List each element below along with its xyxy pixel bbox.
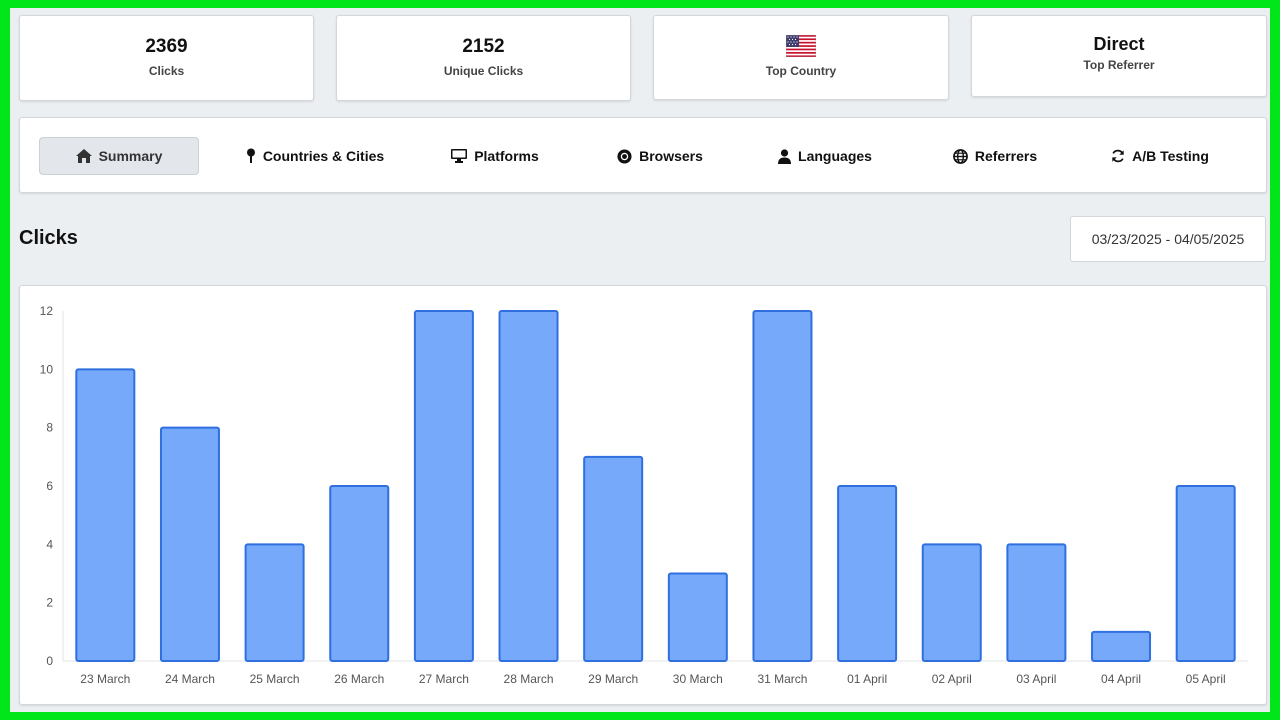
y-tick-label: 4 bbox=[46, 537, 53, 551]
x-tick-label: 25 March bbox=[250, 672, 300, 686]
tab-languages-label: Languages bbox=[798, 148, 872, 164]
stat-card-top-referrer: Direct Top Referrer bbox=[971, 15, 1267, 97]
map-pin-icon bbox=[246, 148, 255, 163]
tab-countries-cities-label: Countries & Cities bbox=[262, 148, 385, 164]
x-tick-label: 26 March bbox=[334, 672, 384, 686]
x-tick-label: 05 April bbox=[1186, 672, 1226, 686]
tab-bar: Summary Countries & Cities Platforms Bro… bbox=[19, 117, 1267, 193]
monitor-icon bbox=[451, 149, 468, 163]
bar bbox=[583, 455, 644, 662]
tab-browsers-label: Browsers bbox=[639, 148, 703, 164]
x-tick-label: 31 March bbox=[757, 672, 807, 686]
bar bbox=[244, 543, 305, 663]
y-tick-label: 8 bbox=[46, 421, 53, 435]
clicks-bar-chart: 0 2 4 6 8 10 12 23 March 24 March 25 March 26 Marc… bbox=[40, 304, 1248, 686]
stat-card-unique-clicks: 2152 Unique Clicks bbox=[336, 15, 631, 101]
tab-browsers[interactable]: Browsers bbox=[580, 137, 740, 175]
tab-platforms-label: Platforms bbox=[474, 148, 539, 164]
unique-clicks-label: Unique Clicks bbox=[443, 64, 524, 78]
globe-icon bbox=[952, 148, 968, 164]
bar bbox=[921, 543, 982, 663]
x-tick-label: 03 April bbox=[1016, 672, 1056, 686]
x-tick-label: 27 March bbox=[419, 672, 469, 686]
tab-summary[interactable]: Summary bbox=[39, 137, 199, 175]
x-tick-label: 30 March bbox=[673, 672, 723, 686]
y-tick-label: 12 bbox=[40, 304, 54, 318]
x-tick-label: 01 April bbox=[847, 672, 887, 686]
date-range-picker[interactable]: 03/23/2025 - 04/05/2025 bbox=[1070, 216, 1266, 262]
chrome-icon bbox=[617, 148, 632, 164]
bar bbox=[837, 485, 898, 662]
top-referrer-label: Top Referrer bbox=[1083, 58, 1155, 72]
x-tick-label: 29 March bbox=[588, 672, 638, 686]
bar bbox=[1006, 543, 1067, 663]
y-tick-label: 6 bbox=[46, 479, 53, 493]
x-tick-label: 24 March bbox=[165, 672, 215, 686]
y-tick-label: 0 bbox=[46, 654, 53, 668]
unique-clicks-value: 2152 bbox=[462, 36, 505, 57]
stat-card-clicks: 2369 Clicks bbox=[19, 15, 314, 101]
bar bbox=[159, 426, 220, 662]
clicks-label: Clicks bbox=[148, 64, 185, 78]
bar bbox=[1175, 485, 1236, 662]
top-country-label: Top Country bbox=[765, 64, 837, 78]
top-referrer-value: Direct bbox=[1093, 34, 1145, 54]
tab-referrers-label: Referrers bbox=[974, 148, 1038, 164]
tab-referrers[interactable]: Referrers bbox=[915, 137, 1075, 175]
refresh-icon bbox=[1112, 149, 1124, 163]
stat-card-top-country: Top Country bbox=[653, 15, 949, 100]
bar bbox=[498, 310, 559, 662]
user-icon bbox=[778, 148, 792, 164]
x-tick-label: 23 March bbox=[80, 672, 130, 686]
us-flag-icon bbox=[786, 35, 816, 57]
tab-ab-testing-label: A/B Testing bbox=[1132, 148, 1209, 164]
section-title: Clicks bbox=[19, 227, 78, 249]
home-icon bbox=[75, 149, 92, 163]
tab-summary-label: Summary bbox=[98, 148, 163, 164]
dashboard: 2369 Clicks 2152 Unique Clicks Top Count bbox=[10, 8, 1270, 712]
bar bbox=[667, 572, 728, 662]
tab-platforms[interactable]: Platforms bbox=[415, 137, 575, 175]
clicks-value: 2369 bbox=[145, 36, 188, 57]
y-tick-label: 2 bbox=[46, 596, 53, 610]
bar bbox=[329, 485, 390, 662]
x-tick-label: 02 April bbox=[932, 672, 972, 686]
tab-languages[interactable]: Languages bbox=[745, 137, 905, 175]
bar bbox=[75, 368, 136, 662]
clicks-chart-card: 0 2 4 6 8 10 12 23 March 24 March 25 March 26 Marc… bbox=[19, 285, 1267, 705]
bar bbox=[413, 310, 474, 662]
bar bbox=[1091, 630, 1152, 663]
tab-countries-cities[interactable]: Countries & Cities bbox=[220, 137, 410, 175]
x-tick-label: 28 March bbox=[504, 672, 554, 686]
x-tick-label: 04 April bbox=[1101, 672, 1141, 686]
y-tick-label: 10 bbox=[40, 362, 54, 376]
tab-ab-testing[interactable]: A/B Testing bbox=[1080, 137, 1240, 175]
bar bbox=[752, 310, 813, 662]
